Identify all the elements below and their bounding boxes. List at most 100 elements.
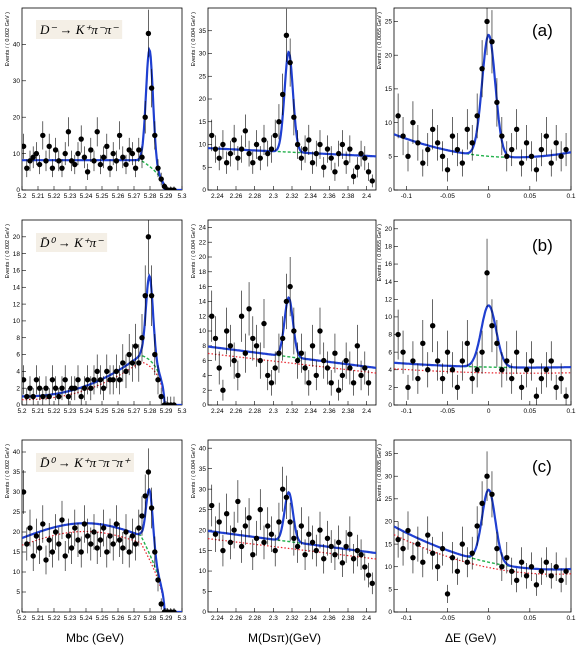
data-point bbox=[523, 140, 530, 146]
data-point bbox=[212, 531, 219, 537]
x-tick-label: 5.21 bbox=[32, 408, 45, 415]
data-point bbox=[298, 155, 305, 161]
data-point bbox=[347, 365, 353, 371]
data-point bbox=[97, 161, 104, 168]
data-point bbox=[283, 494, 290, 501]
y-tick-label: 0 bbox=[388, 187, 392, 194]
data-point bbox=[439, 153, 446, 159]
data-point bbox=[142, 292, 148, 299]
data-point bbox=[444, 167, 451, 173]
panels: 5.2 5.21 5.22 5.23 5.24 5.25 5.26 5.27 5.28 5.29 5… bbox=[5, 7, 576, 622]
data-point bbox=[171, 402, 177, 405]
data-point bbox=[65, 129, 72, 135]
data-point bbox=[354, 164, 361, 170]
data-point bbox=[100, 525, 107, 531]
y-tick-label: 0 bbox=[16, 187, 20, 194]
x-tick-label: -0.1 bbox=[401, 615, 413, 622]
data-point bbox=[94, 545, 100, 551]
panel-0-1: 2.24 2.26 2.28 2.3 2.32 2.34 2.36 2.38 2.4 0 5 10 15… bbox=[191, 7, 377, 200]
data-point bbox=[279, 486, 286, 492]
x-tick-label: 2.32 bbox=[286, 193, 299, 200]
x-tick-label: 5.29 bbox=[160, 615, 173, 622]
x-tick-label: 2.24 bbox=[211, 408, 224, 415]
y-tick-label: 4 bbox=[16, 369, 20, 376]
y-tick-label: 0 bbox=[202, 187, 206, 194]
data-point bbox=[459, 541, 466, 547]
y-tick-label: 15 bbox=[199, 119, 207, 126]
y-tick-label: 25 bbox=[385, 496, 393, 503]
data-point bbox=[504, 554, 510, 561]
decay-label-box bbox=[36, 233, 108, 252]
x-tick-label: 5.27 bbox=[128, 193, 141, 200]
data-point bbox=[30, 154, 36, 160]
data-point bbox=[126, 147, 132, 153]
plot-area bbox=[22, 448, 182, 612]
column-labels: Mbc (GeV) M(Dsπ)(GeV) ΔE (GeV) bbox=[66, 631, 496, 645]
data-point bbox=[533, 167, 540, 173]
data-point bbox=[212, 335, 219, 342]
y-tick-label: 24 bbox=[199, 225, 207, 232]
y-tick-label: 30 bbox=[199, 486, 207, 493]
y-tick-label: 0 bbox=[16, 609, 20, 616]
data-point bbox=[439, 545, 446, 552]
data-point bbox=[405, 384, 411, 391]
data-point bbox=[518, 384, 525, 391]
x-tick-label: 5.26 bbox=[112, 615, 125, 622]
data-point bbox=[43, 158, 49, 164]
data-point bbox=[59, 385, 65, 391]
plot-area bbox=[208, 8, 376, 188]
x-tick-label: -0.1 bbox=[401, 408, 413, 415]
data-point bbox=[499, 564, 505, 570]
x-tick-label: 5.23 bbox=[64, 193, 77, 200]
x-tick-label: 5.3 bbox=[177, 615, 186, 622]
data-point bbox=[136, 525, 142, 531]
row-letters: (a) (b) (c) bbox=[532, 21, 553, 476]
y-tick-label: 6 bbox=[16, 352, 20, 359]
data-point bbox=[324, 535, 331, 541]
data-point bbox=[420, 160, 426, 166]
y-axis-label: Events / ( 0.002 GeV ) bbox=[5, 224, 11, 279]
data-point bbox=[220, 141, 226, 148]
data-point bbox=[171, 609, 177, 612]
data-point bbox=[272, 132, 278, 139]
data-point bbox=[489, 39, 495, 45]
data-point bbox=[548, 358, 554, 364]
data-point bbox=[235, 155, 241, 161]
data-point bbox=[306, 380, 312, 386]
data-point bbox=[425, 532, 431, 538]
data-point bbox=[400, 545, 406, 552]
y-tick-label: 10 bbox=[13, 569, 21, 576]
data-point bbox=[24, 165, 30, 171]
data-point bbox=[113, 521, 120, 527]
signal-fit-curve bbox=[394, 33, 571, 159]
y-axis-label: Events / ( 0.002 GeV ) bbox=[5, 444, 11, 499]
x-tick-label: 5.26 bbox=[112, 193, 125, 200]
x-tick-label: 2.38 bbox=[342, 408, 355, 415]
x-tick-label: 5.3 bbox=[177, 193, 186, 200]
x-tick-label: 5.23 bbox=[64, 615, 77, 622]
x-tick-label: -0.05 bbox=[440, 615, 455, 622]
data-point bbox=[449, 554, 456, 561]
data-point bbox=[242, 523, 249, 529]
data-point bbox=[33, 377, 40, 383]
data-point bbox=[97, 537, 104, 543]
data-point bbox=[415, 375, 421, 382]
data-point bbox=[474, 367, 480, 373]
data-point bbox=[78, 393, 84, 400]
data-point bbox=[246, 306, 252, 312]
data-point bbox=[489, 323, 495, 329]
data-point bbox=[328, 543, 334, 550]
data-point bbox=[216, 519, 222, 525]
data-point bbox=[268, 146, 275, 152]
data-point bbox=[110, 541, 116, 547]
y-tick-label: 20 bbox=[385, 226, 393, 233]
data-point bbox=[49, 377, 56, 383]
y-axis-label: Events / ( 0.004 GeV ) bbox=[191, 444, 197, 499]
data-point bbox=[358, 150, 364, 157]
data-point bbox=[265, 372, 271, 379]
data-point bbox=[132, 343, 139, 349]
data-point bbox=[265, 150, 271, 157]
x-tick-label: 5.22 bbox=[48, 193, 61, 200]
data-point bbox=[30, 553, 36, 559]
data-point bbox=[155, 165, 161, 171]
